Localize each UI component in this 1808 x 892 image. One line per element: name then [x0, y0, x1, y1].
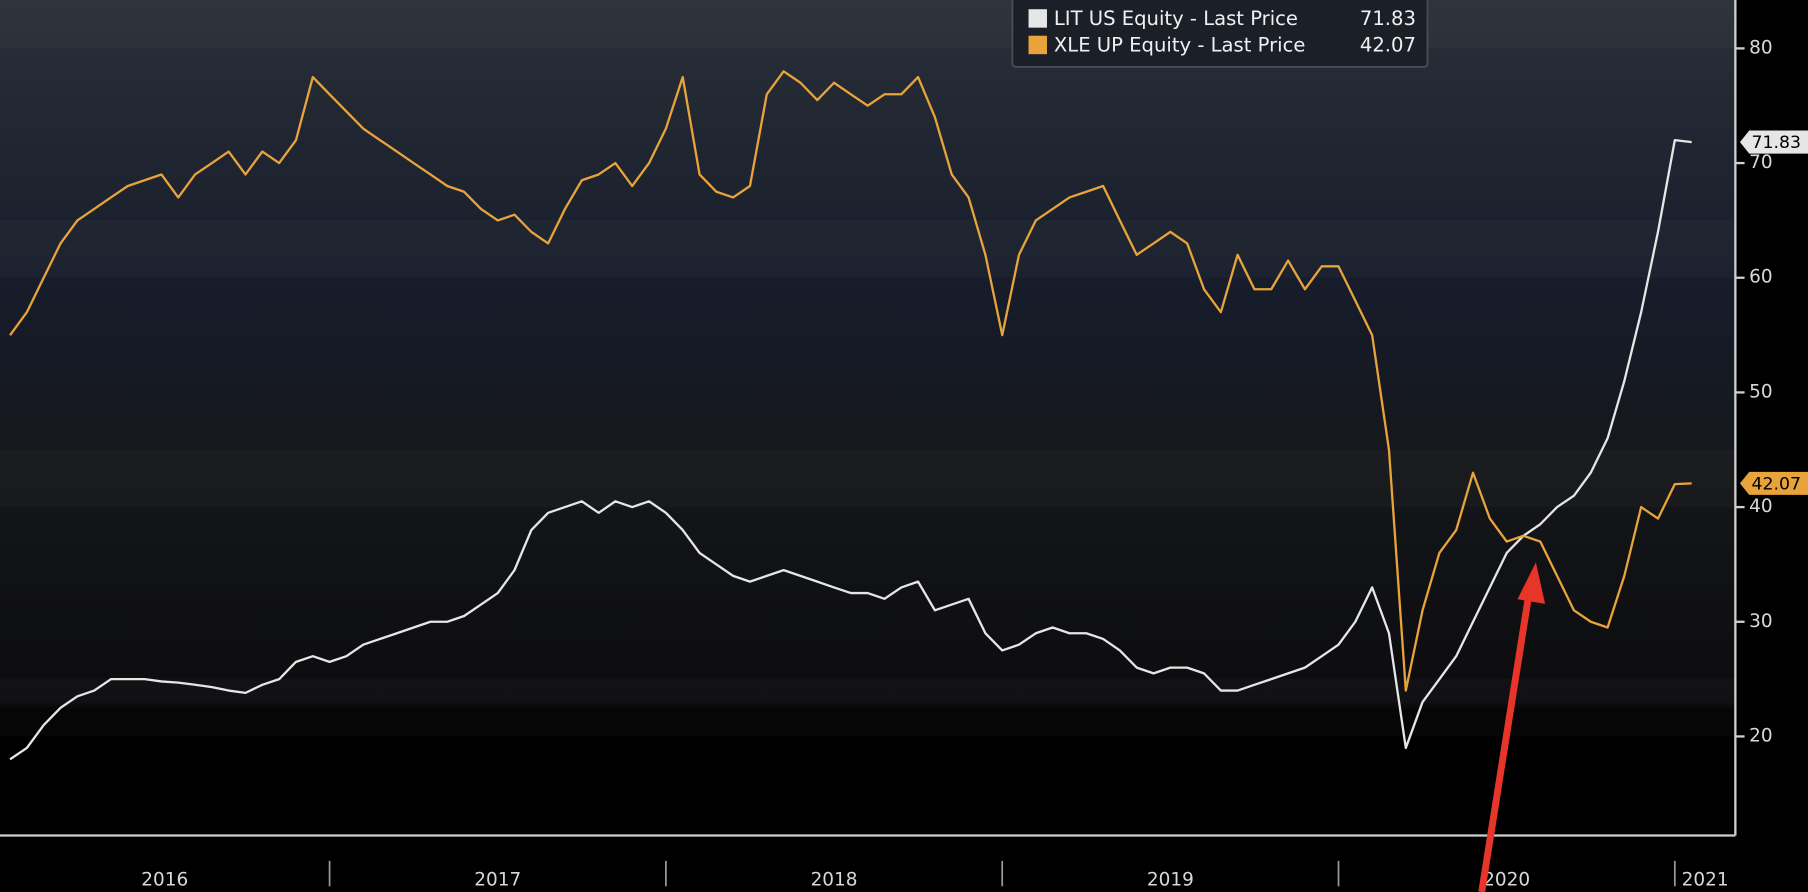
- plot-background: [0, 0, 1736, 836]
- y-tick-label: 80: [1749, 37, 1772, 58]
- legend-label: XLE UP Equity - Last Price: [1054, 34, 1306, 57]
- lines: [9, 70, 1692, 761]
- band: [0, 679, 1735, 737]
- legend-swatch: [1028, 9, 1047, 28]
- series-line: [9, 138, 1692, 761]
- legend-value: 71.83: [1360, 7, 1416, 30]
- x-tick-label: 2017: [474, 869, 521, 890]
- band: [0, 0, 1735, 48]
- band: [0, 220, 1735, 278]
- last-price-label: 42.07: [1752, 475, 1801, 495]
- legend-box: [1011, 0, 1429, 68]
- axes: 20 30 40 50 60 70 80 2016 2017 2018 2019 2020 2021 71…: [141, 37, 1808, 890]
- y-tick-label: 60: [1749, 267, 1772, 288]
- annotation-arrow: [1478, 562, 1546, 892]
- series-line: [9, 70, 1692, 692]
- y-tick-label: 20: [1749, 725, 1772, 746]
- legend-value: 42.07: [1360, 34, 1416, 57]
- x-tick-label: 2020: [1483, 869, 1530, 890]
- legend: LIT US Equity - Last Price 71.83 XLE UP Eq…: [1011, 0, 1429, 68]
- legend-label: LIT US Equity - Last Price: [1054, 7, 1298, 30]
- y-tick-label: 70: [1749, 152, 1772, 173]
- y-tick-label: 30: [1749, 611, 1772, 632]
- x-tick-label: 2018: [811, 869, 858, 890]
- last-price-label: 71.83: [1752, 133, 1801, 153]
- legend-swatch: [1028, 35, 1047, 55]
- last-price-tag: [1739, 130, 1808, 154]
- y-tick-label: 50: [1749, 381, 1772, 402]
- last-price-tag: [1739, 471, 1808, 495]
- arrow-head: [1517, 562, 1546, 604]
- arrow-shaft: [1478, 592, 1533, 892]
- x-tick-label: 2016: [141, 869, 188, 890]
- x-tick-label: 2019: [1147, 869, 1194, 890]
- y-tick-label: 40: [1749, 496, 1772, 517]
- x-tick-label: 2021: [1682, 869, 1729, 890]
